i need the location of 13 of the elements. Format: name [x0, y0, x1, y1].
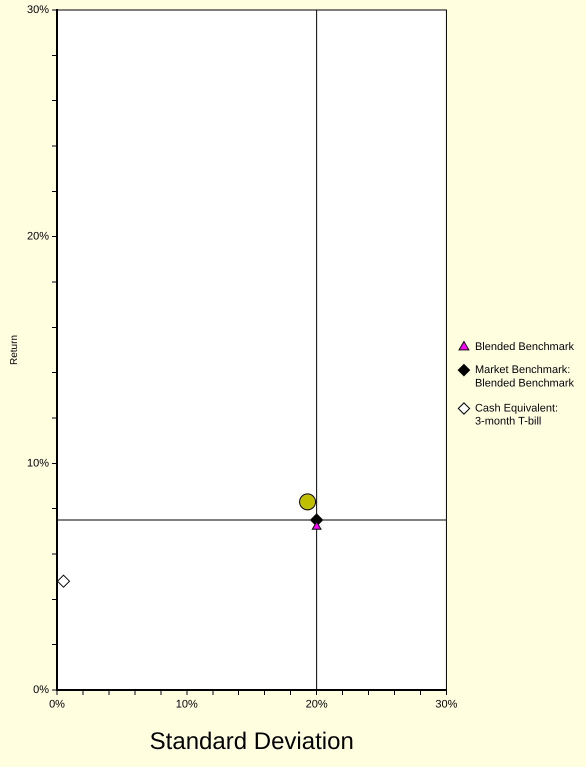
x-axis-title: Standard Deviation: [150, 728, 354, 756]
legend-label: Blended Benchmark: [474, 341, 574, 354]
y-axis-title: Return: [8, 334, 20, 366]
x-tick-label: 30%: [435, 698, 458, 711]
y-tick-label: 20%: [26, 230, 50, 243]
x-tick-label: 10%: [176, 698, 198, 711]
legend-label: Cash Equivalent: 3-month T-bill: [474, 402, 558, 428]
y-tick-label: 0%: [33, 684, 50, 696]
y-tick-label: 10%: [26, 457, 50, 470]
legend-label: Market Benchmark: Blended Benchmark: [474, 364, 574, 390]
x-tick-label: 0%: [49, 698, 66, 711]
y-tick-label: 30%: [26, 4, 50, 16]
x-tick-label: 20%: [306, 698, 328, 711]
